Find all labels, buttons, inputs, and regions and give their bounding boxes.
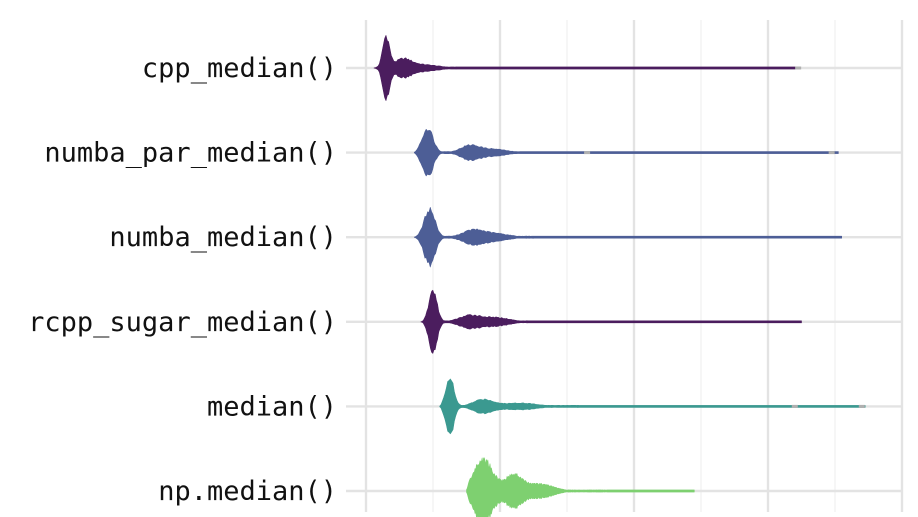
category-label-3: rcpp_sugar_median() (28, 307, 337, 338)
category-label-5: np.median() (158, 476, 337, 507)
category-label-2: numba_median() (109, 222, 337, 253)
category-label-0: cpp_median() (142, 53, 337, 84)
violin-2 (413, 207, 842, 268)
category-labels: cpp_median() numba_par_median() numba_medi… (28, 53, 337, 507)
violin-0 (373, 35, 799, 101)
category-label-1: numba_par_median() (44, 138, 337, 169)
violin-4 (439, 378, 866, 435)
violin-layer (373, 35, 866, 517)
grid-layer (346, 20, 904, 512)
violin-3 (420, 289, 802, 354)
violin-5 (466, 457, 695, 517)
category-label-4: median() (207, 391, 337, 422)
violin-1 (413, 128, 839, 177)
